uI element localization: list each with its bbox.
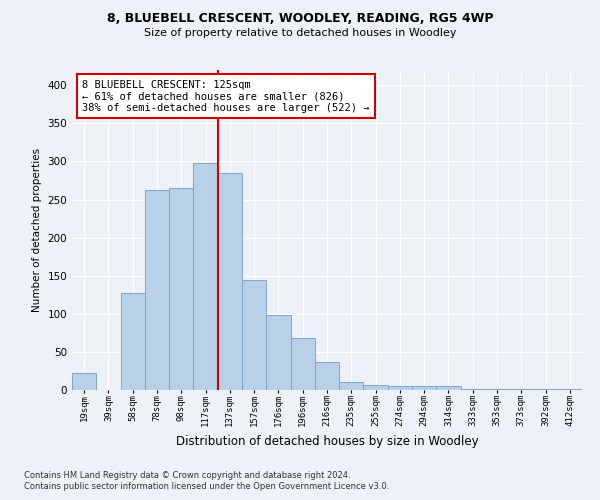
Bar [121, 293, 145, 390]
Bar [485, 389, 509, 390]
Bar [339, 382, 364, 390]
Bar [436, 386, 461, 390]
Bar [290, 338, 315, 390]
Text: 8 BLUEBELL CRESCENT: 125sqm
← 61% of detached houses are smaller (826)
38% of se: 8 BLUEBELL CRESCENT: 125sqm ← 61% of det… [82, 80, 370, 113]
Bar [218, 173, 242, 390]
Bar [72, 373, 96, 390]
Bar [242, 280, 266, 390]
Bar [315, 362, 339, 390]
Bar [388, 386, 412, 390]
Bar [169, 188, 193, 390]
Bar [461, 389, 485, 390]
Bar [145, 190, 169, 390]
Bar [558, 389, 582, 390]
Bar [266, 316, 290, 390]
Bar [509, 389, 533, 390]
Text: Contains public sector information licensed under the Open Government Licence v3: Contains public sector information licen… [24, 482, 389, 491]
Bar [364, 386, 388, 390]
Bar [193, 163, 218, 390]
Text: Size of property relative to detached houses in Woodley: Size of property relative to detached ho… [144, 28, 456, 38]
Y-axis label: Number of detached properties: Number of detached properties [32, 148, 42, 312]
X-axis label: Distribution of detached houses by size in Woodley: Distribution of detached houses by size … [176, 435, 478, 448]
Bar [412, 386, 436, 390]
Text: 8, BLUEBELL CRESCENT, WOODLEY, READING, RG5 4WP: 8, BLUEBELL CRESCENT, WOODLEY, READING, … [107, 12, 493, 26]
Bar [533, 389, 558, 390]
Text: Contains HM Land Registry data © Crown copyright and database right 2024.: Contains HM Land Registry data © Crown c… [24, 471, 350, 480]
